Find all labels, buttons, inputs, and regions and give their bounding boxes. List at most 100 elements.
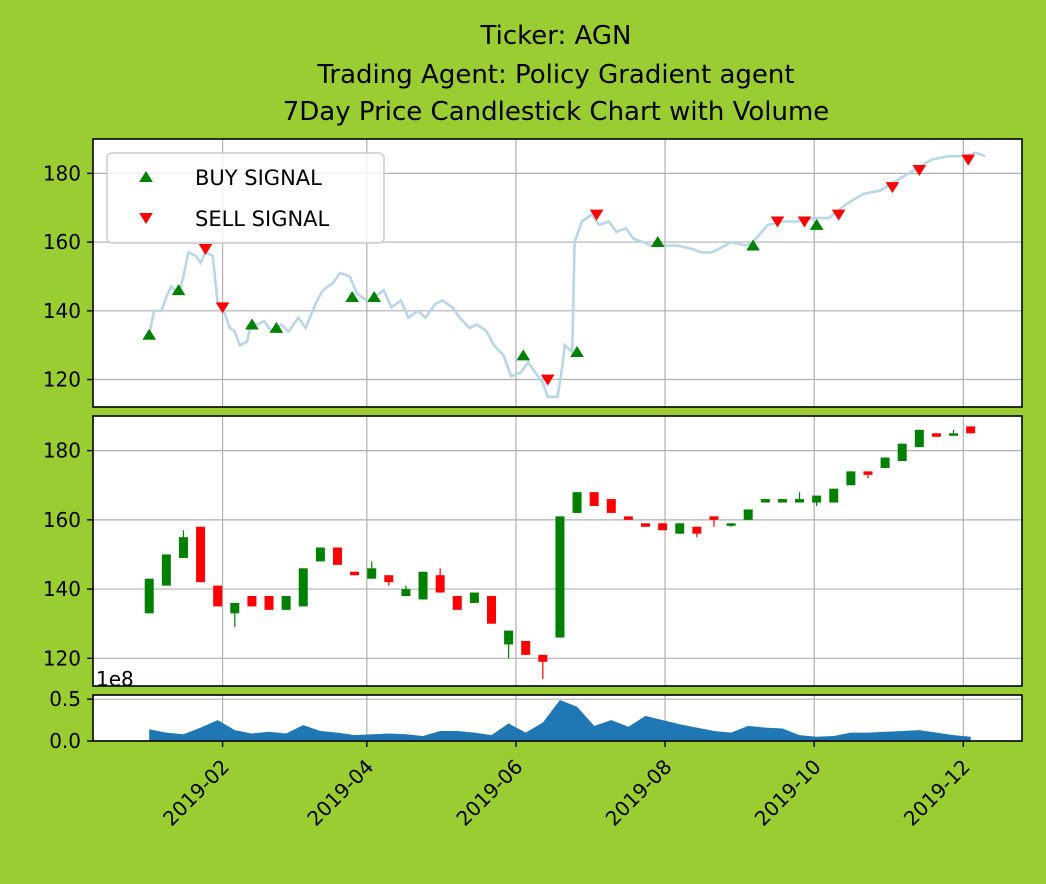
candle-body-25 bbox=[572, 492, 582, 513]
candle-body-20 bbox=[486, 596, 496, 624]
candle-body-12 bbox=[350, 571, 360, 576]
candle-body-45 bbox=[914, 429, 924, 448]
legend-buy-label: BUY SIGNAL bbox=[195, 166, 322, 190]
candle-body-31 bbox=[675, 523, 685, 534]
candle-body-6 bbox=[247, 596, 257, 607]
candle-body-24 bbox=[555, 516, 565, 638]
buy-signal-marker-5 bbox=[367, 291, 381, 303]
candle-body-30 bbox=[658, 523, 668, 531]
candle-body-38 bbox=[795, 499, 805, 503]
candle-body-29 bbox=[641, 523, 651, 527]
volume-panel: 0.0 0.5 bbox=[49, 687, 1023, 753]
volume-panel-frame bbox=[92, 694, 1023, 742]
price-ytick-label-0: 120 bbox=[43, 368, 81, 392]
volume-ytick-label-0: 0.0 bbox=[49, 729, 81, 753]
candle-body-44 bbox=[897, 443, 907, 461]
candlestick-panel: 120 140 160 180 bbox=[43, 415, 1023, 687]
volume-area bbox=[149, 700, 971, 741]
candle-body-37 bbox=[777, 499, 787, 503]
candle-ytick-label-2: 160 bbox=[43, 508, 81, 532]
candle-body-7 bbox=[264, 596, 274, 610]
candle-body-42 bbox=[863, 471, 873, 475]
xtick-label-3: 2019-08 bbox=[601, 755, 677, 831]
candle-body-47 bbox=[949, 433, 959, 436]
price-ytick-label-2: 160 bbox=[43, 230, 81, 254]
chart-title-line-2: Trading Agent: Policy Gradient agent bbox=[316, 60, 794, 90]
legend-sell-label: SELL SIGNAL bbox=[195, 207, 330, 231]
candle-body-43 bbox=[880, 457, 890, 468]
candle-body-15 bbox=[401, 589, 411, 596]
candle-body-14 bbox=[384, 575, 394, 583]
candle-ytick-label-3: 180 bbox=[43, 439, 81, 463]
candle-body-13 bbox=[367, 568, 377, 579]
candle-body-33 bbox=[709, 516, 719, 520]
legend-box bbox=[106, 152, 385, 244]
buy-signal-marker-1 bbox=[171, 284, 186, 296]
candle-body-35 bbox=[743, 509, 753, 520]
sell-signal-marker-1 bbox=[215, 302, 230, 314]
buy-signal-marker-3 bbox=[269, 321, 284, 333]
candle-body-4 bbox=[213, 585, 223, 607]
candle-body-26 bbox=[589, 492, 599, 506]
sell-signal-marker-7 bbox=[885, 182, 900, 194]
candle-body-9 bbox=[298, 568, 308, 607]
volume-ytick-label-1: 0.5 bbox=[49, 687, 81, 711]
candle-body-0 bbox=[144, 578, 154, 614]
candle-body-28 bbox=[623, 516, 633, 520]
candle-body-18 bbox=[452, 596, 462, 610]
price-line bbox=[147, 151, 986, 398]
sell-signal-marker-8 bbox=[912, 164, 927, 176]
candle-body-8 bbox=[281, 596, 291, 610]
price-ytick-label-3: 180 bbox=[43, 161, 81, 185]
candle-body-41 bbox=[846, 471, 856, 486]
candle-body-22 bbox=[521, 641, 531, 655]
candle-ytick-label-1: 140 bbox=[43, 577, 81, 601]
sell-signal-marker-4 bbox=[770, 216, 785, 228]
candle-body-40 bbox=[829, 488, 839, 503]
candle-body-19 bbox=[469, 592, 479, 603]
chart-title-line-1: Ticker: AGN bbox=[480, 21, 632, 51]
sell-signal-marker-2 bbox=[540, 374, 555, 386]
buy-signal-marker-0 bbox=[142, 328, 157, 340]
candle-body-34 bbox=[726, 523, 736, 526]
candle-body-5 bbox=[230, 602, 240, 614]
buy-signal-marker-2 bbox=[245, 318, 259, 330]
price-panel-frame bbox=[92, 138, 1023, 408]
xtick-label-4: 2019-10 bbox=[750, 755, 826, 831]
sell-signal-marker-5 bbox=[797, 216, 812, 228]
buy-signal-marker-4 bbox=[345, 291, 359, 303]
xtick-label-5: 2019-12 bbox=[899, 755, 975, 831]
sell-signal-marker-0 bbox=[198, 243, 213, 255]
candle-body-32 bbox=[692, 526, 702, 534]
candle-body-23 bbox=[538, 654, 548, 662]
legend-sell-marker bbox=[139, 213, 153, 225]
buy-signal-marker-9 bbox=[746, 239, 760, 251]
candle-body-48 bbox=[966, 426, 976, 434]
candle-body-3 bbox=[196, 526, 206, 583]
xtick-label-2: 2019-06 bbox=[451, 755, 527, 831]
xtick-label-0: 2019-02 bbox=[158, 755, 234, 831]
date-axis: 2019-02 2019-04 2019-06 2019-08 2019-10 2019-… bbox=[158, 741, 975, 831]
candle-body-11 bbox=[332, 547, 342, 565]
candle-body-17 bbox=[435, 575, 445, 593]
chart-title-line-3: 7Day Price Candlestick Chart with Volume bbox=[283, 97, 830, 127]
candle-body-1 bbox=[161, 554, 171, 586]
price-ytick-label-1: 140 bbox=[43, 299, 81, 323]
volume-multiplier-label: 1e8 bbox=[96, 667, 134, 691]
buy-signal-marker-8 bbox=[650, 236, 665, 248]
candle-body-10 bbox=[315, 547, 325, 562]
candle-body-46 bbox=[931, 433, 941, 437]
candle-body-21 bbox=[504, 630, 514, 645]
candle-body-27 bbox=[606, 499, 616, 513]
buy-signal-marker-10 bbox=[809, 218, 824, 230]
sell-signal-marker-3 bbox=[589, 209, 604, 221]
legend-buy-marker bbox=[139, 170, 153, 182]
legend: BUY SIGNAL SELL SIGNAL bbox=[106, 152, 385, 244]
sell-signal-marker-6 bbox=[831, 209, 846, 221]
buy-signal-marker-7 bbox=[570, 345, 584, 357]
buy-signal-marker-6 bbox=[516, 349, 531, 361]
candle-ytick-label-0: 120 bbox=[43, 646, 81, 670]
xtick-label-1: 2019-04 bbox=[302, 755, 378, 831]
candle-body-36 bbox=[760, 499, 770, 503]
